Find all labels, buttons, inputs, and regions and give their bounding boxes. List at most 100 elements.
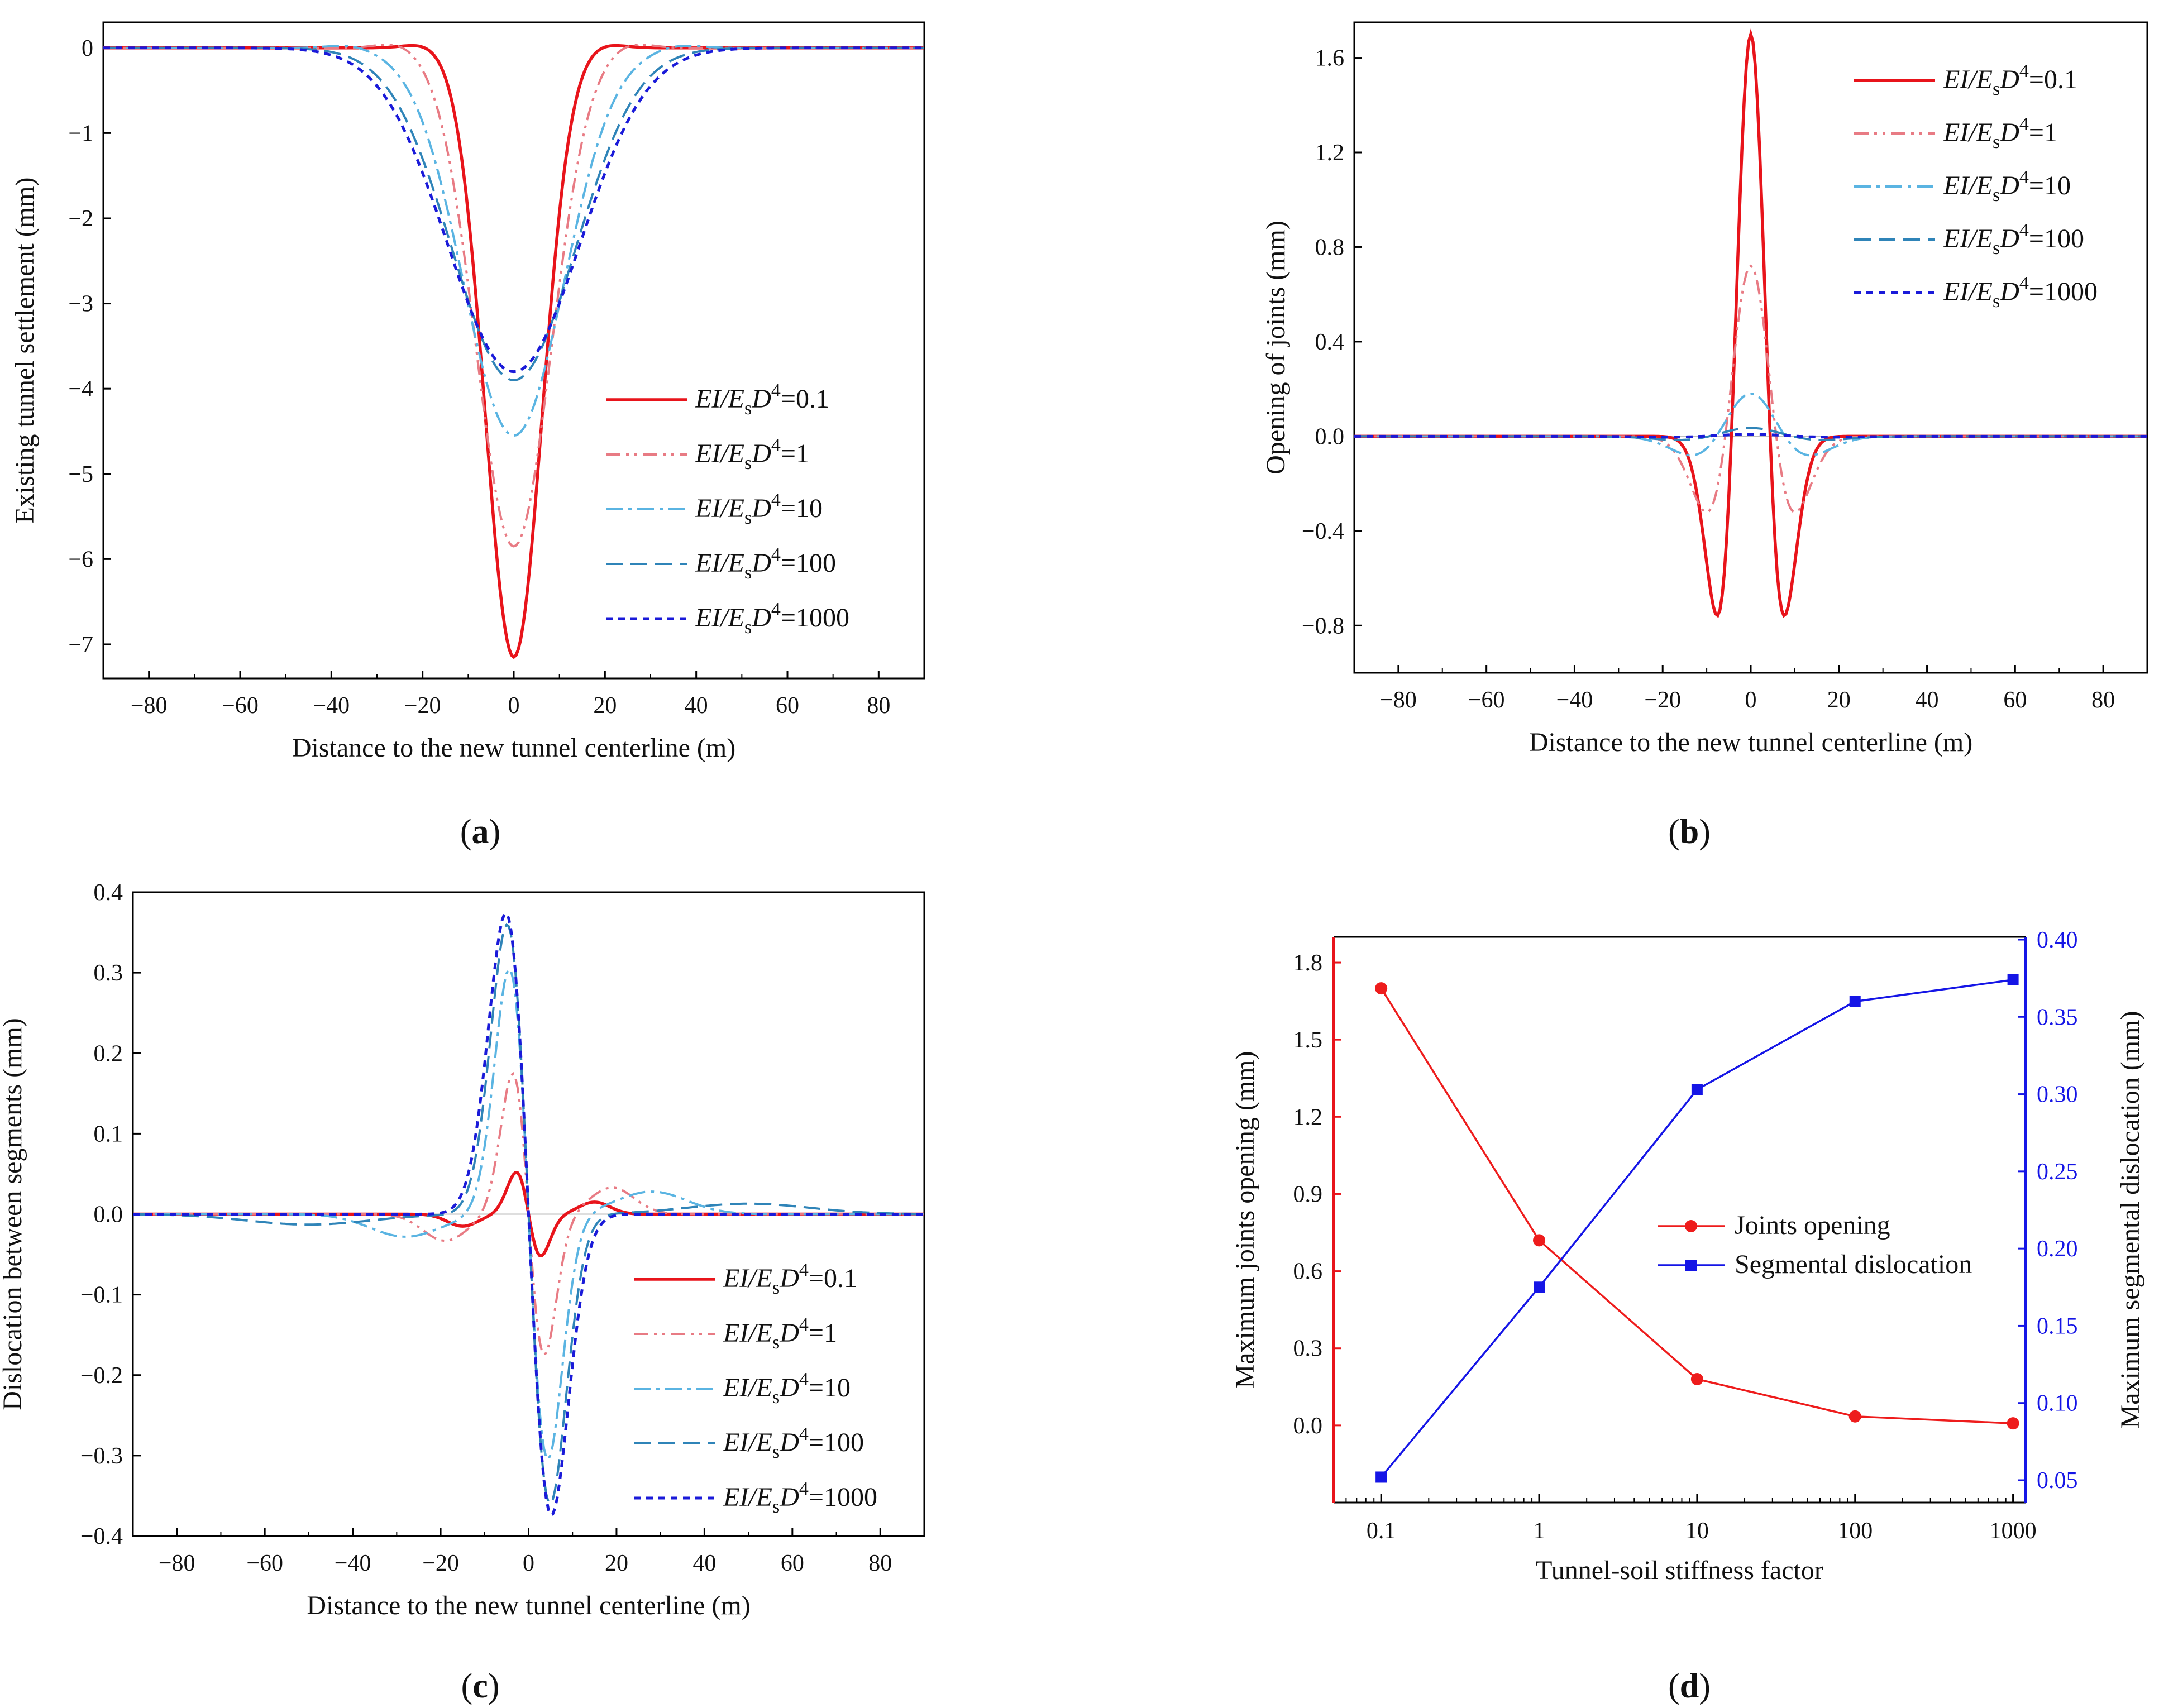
x-tick-label: −40 [1556,687,1593,713]
y-right-tick-label: 0.10 [2037,1391,2078,1417]
legend-label: EI/EsD4=1000 [695,599,849,638]
y-tick-label: 0.2 [94,1041,123,1066]
panel-label: (d) [1668,1667,1711,1705]
x-tick-label: −60 [222,693,259,719]
legend-label: EI/EsD4=1000 [1943,273,2098,312]
x-axis-label: Distance to the new tunnel centerline (m… [1529,728,1972,757]
y-tick-label: −3 [68,291,93,317]
y-axis-label: Existing tunnel settlement (mm) [10,178,40,524]
joints-point [1533,1234,1546,1247]
x-tick-label: −80 [1380,687,1417,713]
series-line-ei-3 [132,922,925,1506]
chart-panel-d: 0.1 1 10 100 1000 1.8 1.5 1.2 0.9 0.6 0.3 0.0 0.40 0.… [1230,927,2145,1705]
y-tick-label: 0.3 [94,960,123,986]
joints-point [2007,1417,2019,1430]
y-tick-label: 0.4 [1315,329,1345,355]
y-tick-label: −0.4 [1302,519,1344,544]
x-tick-label: 40 [692,1551,716,1576]
series-line-ei-3 [1354,427,2147,441]
y-tick-label: 1.5 [1293,1027,1323,1053]
x-tick-label: 10 [1685,1518,1709,1544]
x-tick-label: 1000 [1990,1518,2037,1544]
x-axis-label: Distance to the new tunnel centerline (m… [292,733,735,763]
y-right-tick-label: 0.40 [2037,927,2078,953]
panel-label: (a) [460,813,500,851]
y-tick-label: −1 [68,121,93,146]
y-tick-label: 0 [82,36,93,61]
y-tick-label: −2 [68,206,93,232]
x-tick-label: 1 [1534,1518,1545,1544]
legend-label: EI/EsD4=1 [1943,114,2057,152]
x-tick-label: 60 [781,1551,804,1576]
dislocation-point [2007,974,2019,985]
x-tick-label: 0 [523,1551,534,1576]
y-right-tick-label: 0.30 [2037,1082,2078,1108]
y-tick-label: −0.1 [80,1283,123,1308]
legend-label: EI/EsD4=100 [723,1424,864,1462]
x-tick-label: 0 [508,693,520,719]
legend-label: EI/EsD4=10 [695,490,823,528]
y-tick-label: 0.1 [94,1121,123,1147]
x-tick-label: −40 [313,693,350,719]
y-axis-label: Maximum joints opening (mm) [1230,1051,1260,1389]
dislocation-point [1849,996,1861,1007]
y-tick-label: 0.9 [1293,1181,1323,1207]
x-tick-label: 60 [776,693,799,719]
y-right-tick-label: 0.20 [2037,1236,2078,1262]
y-tick-label: 1.8 [1293,950,1323,976]
legend-label: EI/EsD4=0.1 [695,380,829,419]
series-line-ei-4 [103,46,924,374]
y-tick-label: 0.0 [94,1202,123,1228]
x-tick-label: 0.1 [1367,1518,1396,1544]
x-tick-label: −60 [246,1551,283,1576]
dislocation-point [1375,1471,1387,1483]
panel-label: (b) [1668,813,1711,851]
x-tick-label: 0 [1745,687,1757,713]
y-tick-label: −6 [68,547,93,572]
chart-panel-c: −80 −60 −40 −20 0 20 40 60 80 0.4 0.3 0.2 0.1 0.0 −0.1… [0,880,925,1705]
joints-point [1690,1372,1703,1385]
series-line-ei-1 [103,43,924,548]
x-tick-label: 60 [2003,687,2027,713]
x-tick-label: −40 [335,1551,371,1576]
y-right-tick-label: 0.05 [2037,1468,2078,1494]
x-tick-label: 40 [1916,687,1939,713]
panel-label: (c) [461,1667,500,1705]
y-tick-label: −0.4 [80,1524,123,1549]
y-tick-label: 1.6 [1315,46,1345,71]
x-tick-label: 20 [605,1551,628,1576]
x-tick-label: −20 [422,1551,459,1576]
x-tick-label: 80 [867,693,890,719]
chart-panel-b: −80 −60 −40 −20 0 20 40 60 80 1.6 1.2 0.8 0.4 0.0 −0.4… [1261,21,2148,851]
y-tick-label: −7 [68,632,93,658]
y-tick-label: 0.0 [1315,424,1345,449]
legend-label: EI/EsD4=1 [723,1314,837,1353]
x-tick-label: 80 [2091,687,2115,713]
y-right-axis-label: Maximum segmental dislocation (mm) [2115,1011,2145,1429]
legend-label: EI/EsD4=1 [695,435,809,473]
y-tick-label: −0.2 [80,1363,123,1389]
x-tick-label: −60 [1468,687,1505,713]
series-line-ei-4 [1354,433,2147,439]
legend-label: Joints opening [1735,1211,1890,1240]
x-tick-label: −20 [404,693,441,719]
y-tick-label: 0.4 [94,880,123,906]
y-tick-label: 0.3 [1293,1336,1323,1362]
x-tick-label: 80 [868,1551,892,1576]
y-tick-label: 0.8 [1315,235,1345,260]
y-right-tick-label: 0.15 [2037,1313,2078,1339]
y-right-tick-label: 0.25 [2037,1159,2078,1185]
legend-label: EI/EsD4=10 [1943,167,2071,205]
y-tick-label: −4 [68,376,93,402]
legend-label: Segmental dislocation [1735,1250,1972,1279]
y-tick-label: −0.8 [1302,613,1344,639]
legend-label: EI/EsD4=0.1 [723,1260,857,1298]
legend-label: EI/EsD4=0.1 [1943,61,2077,99]
dislocation-point [1691,1084,1703,1095]
y-tick-label: 0.0 [1293,1413,1323,1439]
x-tick-label: −20 [1644,687,1681,713]
legend-label: EI/EsD4=1000 [723,1479,877,1517]
legend-label: EI/EsD4=100 [695,544,836,583]
joints-point [1848,1410,1861,1423]
